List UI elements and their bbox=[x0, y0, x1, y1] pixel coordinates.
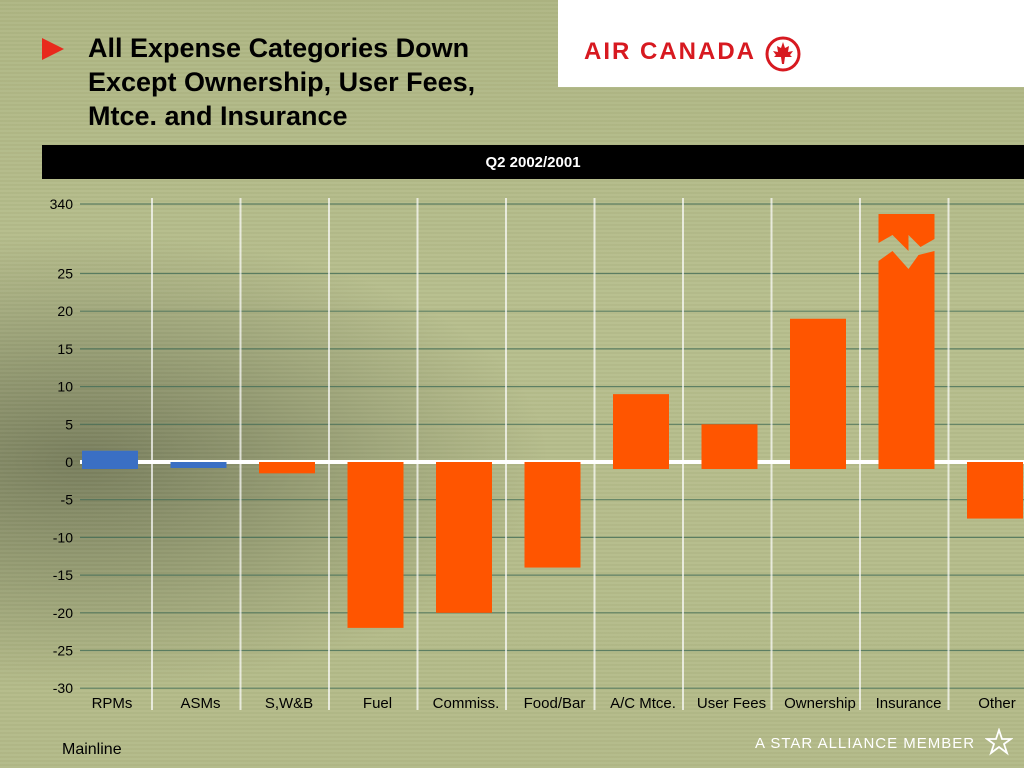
y-tick-label: -5 bbox=[61, 492, 74, 508]
bar bbox=[347, 462, 404, 628]
title-line-2: Except Ownership, User Fees, bbox=[88, 67, 476, 97]
star-alliance-icon bbox=[985, 728, 1013, 756]
footer-mainline: Mainline bbox=[62, 741, 122, 758]
bar bbox=[82, 450, 138, 469]
title-line-3: Mtce. and Insurance bbox=[88, 101, 348, 131]
bar bbox=[613, 394, 669, 469]
y-tick-label: -30 bbox=[53, 680, 73, 696]
banner-title: Q2 2002/2001 bbox=[485, 154, 581, 171]
bar-insurance-lower bbox=[878, 251, 935, 469]
x-tick-label: Ownership bbox=[784, 695, 856, 712]
bar bbox=[790, 318, 846, 469]
maple-leaf-roundel-icon bbox=[765, 36, 801, 72]
bar bbox=[170, 462, 227, 468]
x-tick-label: Fuel bbox=[363, 695, 392, 712]
x-tick-label: S,W&B bbox=[265, 695, 313, 712]
y-tick-label: 0 bbox=[65, 454, 73, 470]
x-tick-label: A/C Mtce. bbox=[610, 695, 676, 712]
x-tick-label: Commiss. bbox=[433, 695, 500, 712]
y-tick-label: -25 bbox=[53, 643, 73, 659]
bar bbox=[259, 462, 315, 474]
y-tick-label: 25 bbox=[57, 266, 73, 282]
bar bbox=[967, 462, 1023, 519]
x-tick-label: Insurance bbox=[876, 695, 942, 712]
x-tick-label: User Fees bbox=[697, 695, 766, 712]
y-tick-label: -15 bbox=[53, 567, 73, 583]
slide-title: All Expense Categories Down Except Owner… bbox=[88, 31, 558, 133]
bar-insurance-upper bbox=[878, 214, 935, 251]
x-tick-label: ASMs bbox=[180, 695, 220, 712]
air-canada-logo: AIR CANADA bbox=[558, 0, 1024, 87]
expense-bar-chart: 340 25 20 15 10 5 0 -5 -10 -15 -20 -25 -30 RPMs ASMs S,… bbox=[50, 196, 1024, 712]
y-tick-label: 340 bbox=[50, 196, 74, 212]
y-tick-label: 20 bbox=[57, 303, 73, 319]
y-tick-label: -20 bbox=[53, 605, 73, 621]
title-bullet-arrow-icon bbox=[42, 38, 64, 60]
title-line-1: All Expense Categories Down bbox=[88, 33, 470, 63]
x-tick-label: RPMs bbox=[92, 695, 133, 712]
y-tick-label: 5 bbox=[65, 416, 73, 432]
y-tick-label: -10 bbox=[53, 529, 73, 545]
x-tick-label: Other bbox=[978, 695, 1016, 712]
y-tick-label: 15 bbox=[57, 341, 73, 357]
y-tick-label: 10 bbox=[57, 379, 73, 395]
chart-banner: Q2 2002/2001 bbox=[42, 145, 1024, 179]
bar bbox=[524, 462, 581, 568]
bar bbox=[701, 424, 758, 469]
x-tick-label: Food/Bar bbox=[524, 695, 586, 712]
bar bbox=[436, 462, 492, 613]
footer-star-alliance: A STAR ALLIANCE MEMBER bbox=[755, 735, 976, 752]
logo-wordmark: AIR CANADA bbox=[584, 38, 756, 65]
